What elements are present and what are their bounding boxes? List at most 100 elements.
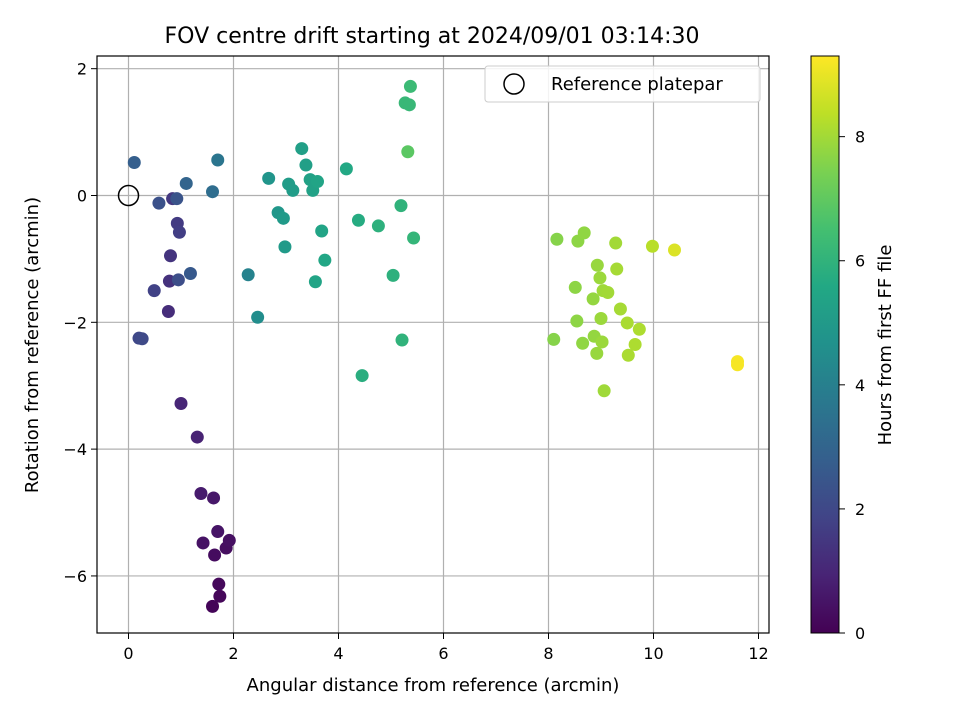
data-point bbox=[311, 175, 324, 189]
data-point bbox=[613, 302, 627, 316]
x-tick-label: 12 bbox=[748, 644, 768, 663]
data-point bbox=[183, 266, 197, 280]
data-point bbox=[594, 312, 608, 326]
data-point bbox=[668, 243, 681, 257]
data-point bbox=[386, 268, 400, 282]
data-point bbox=[208, 548, 222, 562]
plot-frame bbox=[96, 55, 770, 634]
data-point bbox=[171, 273, 185, 287]
data-point bbox=[645, 239, 659, 253]
data-point bbox=[286, 183, 300, 197]
data-point bbox=[577, 226, 591, 240]
data-point bbox=[174, 396, 188, 410]
data-point bbox=[620, 316, 634, 330]
data-point bbox=[610, 262, 624, 276]
y-tick-label: −6 bbox=[63, 567, 87, 586]
data-point bbox=[172, 225, 186, 239]
data-point bbox=[407, 231, 421, 245]
x-axis-ticks: 0 2 4 6 8 10 12 bbox=[123, 633, 769, 663]
data-point bbox=[206, 185, 219, 199]
data-point bbox=[394, 199, 408, 213]
data-point bbox=[170, 192, 184, 206]
data-point bbox=[590, 258, 604, 272]
data-point bbox=[196, 536, 210, 550]
x-tick-label: 10 bbox=[643, 644, 663, 663]
data-point bbox=[586, 292, 600, 306]
data-point bbox=[211, 525, 225, 539]
data-point bbox=[194, 487, 208, 501]
gridlines bbox=[97, 56, 769, 633]
colorbar-tick-label: 2 bbox=[855, 500, 865, 519]
data-point bbox=[161, 305, 175, 319]
colorbar-tick-label: 6 bbox=[855, 252, 865, 271]
data-point bbox=[222, 533, 236, 547]
y-tick-label: 0 bbox=[77, 186, 87, 205]
data-point bbox=[403, 79, 417, 93]
colorbar: 0 2 4 6 8 Hours from first FF file bbox=[810, 55, 896, 643]
colorbar-rect bbox=[810, 55, 840, 634]
data-point bbox=[251, 310, 265, 324]
data-point bbox=[276, 211, 290, 225]
y-tick-label: 2 bbox=[77, 60, 87, 79]
data-point bbox=[355, 369, 369, 383]
data-point bbox=[318, 253, 332, 267]
data-point bbox=[262, 171, 276, 185]
plot-background bbox=[97, 56, 769, 633]
data-point bbox=[351, 213, 365, 227]
colorbar-ticks: 0 2 4 6 8 bbox=[839, 128, 865, 643]
data-point bbox=[211, 153, 225, 167]
data-point bbox=[278, 240, 292, 254]
data-point bbox=[241, 268, 255, 282]
colorbar-tick-label: 4 bbox=[855, 376, 865, 395]
data-point bbox=[601, 286, 615, 300]
data-point bbox=[595, 335, 609, 349]
y-axis-label: Rotation from reference (arcmin) bbox=[22, 197, 43, 493]
data-point bbox=[402, 98, 416, 112]
legend-box bbox=[484, 65, 761, 103]
y-axis-ticks: −6 −4 −2 0 2 bbox=[63, 60, 97, 586]
data-point bbox=[207, 491, 221, 505]
x-tick-label: 2 bbox=[228, 644, 238, 663]
data-point bbox=[547, 332, 561, 346]
colorbar-tick-label: 8 bbox=[855, 128, 865, 147]
data-point bbox=[568, 280, 582, 294]
x-tick-label: 8 bbox=[543, 644, 553, 663]
y-tick-label: −4 bbox=[63, 440, 87, 459]
data-point bbox=[628, 338, 642, 351]
y-tick-label: −2 bbox=[63, 313, 87, 332]
data-point bbox=[395, 333, 409, 347]
x-tick-label: 0 bbox=[123, 644, 133, 663]
data-point bbox=[164, 249, 177, 263]
legend-marker-icon bbox=[503, 73, 525, 95]
data-point bbox=[597, 384, 611, 398]
data-point bbox=[609, 236, 623, 250]
colorbar-tick-label: 0 bbox=[855, 624, 865, 643]
reference-platepar-marker bbox=[117, 184, 140, 207]
data-point bbox=[371, 219, 385, 233]
data-points bbox=[127, 79, 744, 613]
data-point bbox=[576, 336, 590, 350]
data-point bbox=[213, 589, 227, 603]
data-point bbox=[593, 271, 607, 285]
x-tick-label: 6 bbox=[438, 644, 448, 663]
data-point bbox=[315, 224, 329, 238]
data-point bbox=[731, 358, 744, 372]
data-point bbox=[570, 314, 584, 328]
legend: Reference platepar bbox=[484, 65, 761, 103]
data-point bbox=[590, 346, 604, 360]
x-axis-label: Angular distance from reference (arcmin) bbox=[247, 675, 620, 696]
data-point bbox=[190, 430, 204, 444]
data-point bbox=[179, 176, 193, 190]
data-point bbox=[295, 142, 309, 156]
data-point bbox=[127, 156, 141, 170]
data-point bbox=[147, 284, 161, 298]
data-point bbox=[299, 158, 313, 172]
data-point bbox=[621, 348, 635, 362]
data-point bbox=[135, 332, 149, 346]
data-point bbox=[632, 322, 646, 336]
data-point bbox=[152, 196, 166, 210]
x-tick-label: 4 bbox=[333, 644, 343, 663]
data-point bbox=[339, 162, 353, 176]
data-point bbox=[212, 577, 226, 591]
